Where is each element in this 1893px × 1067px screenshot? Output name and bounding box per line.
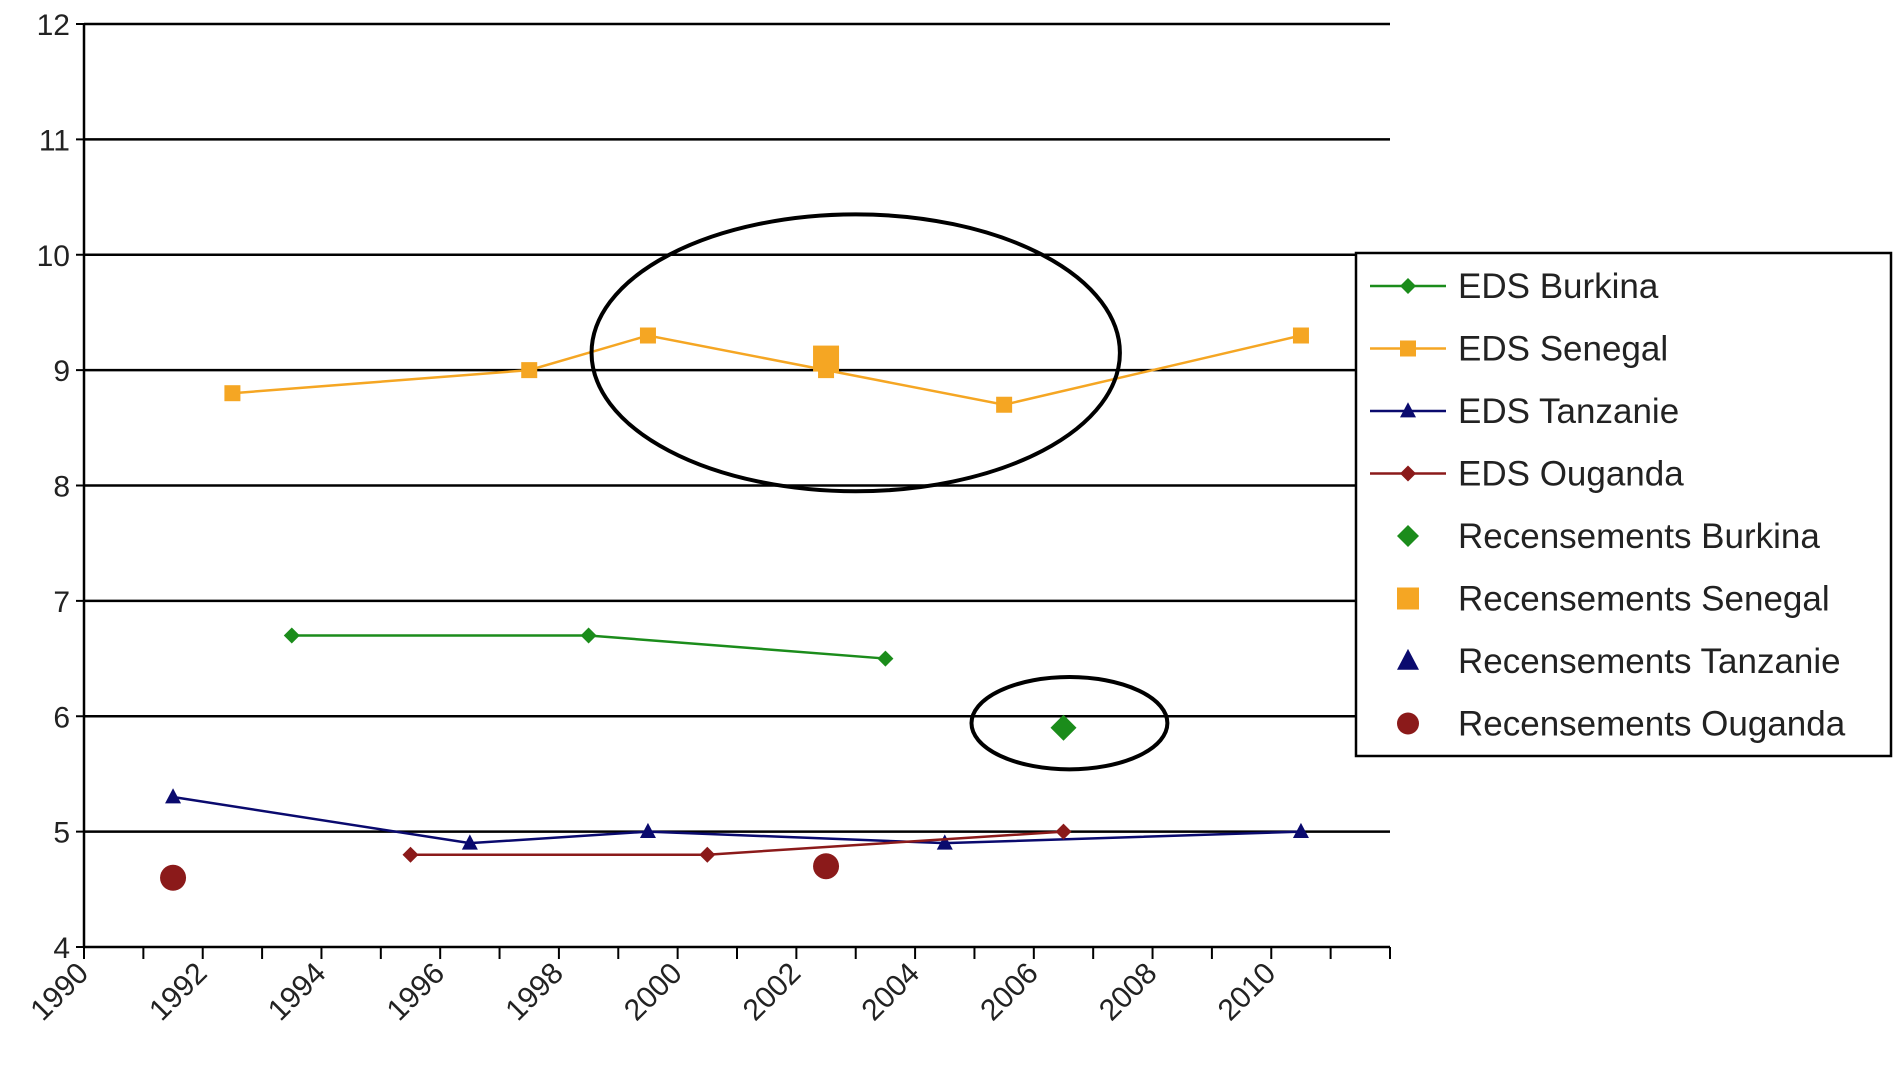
- data-point-eds-senegal-2: [639, 327, 656, 344]
- legend-label-recensements-ouganda: Recensements Ouganda: [1458, 705, 1846, 744]
- data-point-eds-senegal-5: [1292, 327, 1309, 344]
- legend-marker-recensements-senegal: [1397, 587, 1419, 610]
- series-eds-ouganda: [402, 823, 1072, 863]
- series-recensements-senegal: [813, 345, 840, 372]
- y-tick-label-12: 12: [37, 9, 70, 42]
- x-tick-label-2006: 2006: [974, 957, 1045, 1028]
- y-tick-label-11: 11: [39, 124, 70, 157]
- data-point-eds-tanzanie-2: [639, 822, 656, 839]
- y-tick-label-9: 9: [53, 355, 70, 388]
- legend-marker-eds-tanzanie: [1400, 402, 1416, 418]
- legend-label-eds-burkina: EDS Burkina: [1458, 267, 1659, 306]
- series-layer: [160, 327, 1309, 891]
- series-eds-senegal: [224, 327, 1309, 413]
- x-tick-label-1996: 1996: [381, 957, 452, 1028]
- gridlines: [84, 22, 1390, 833]
- x-tick-label-2010: 2010: [1212, 957, 1283, 1028]
- legend-box: [1354, 251, 1893, 758]
- series-recensements-ouganda: [160, 853, 840, 891]
- annotation-ellipse-0: [589, 212, 1122, 494]
- y-tick-label-8: 8: [53, 471, 70, 504]
- data-point-eds-tanzanie-3: [936, 834, 953, 850]
- legend-label-recensements-burkina: Recensements Burkina: [1458, 517, 1820, 556]
- x-tick-label-1998: 1998: [499, 957, 570, 1028]
- y-tick-label-7: 7: [53, 586, 70, 619]
- legend-marker-recensements-ouganda: [1397, 712, 1419, 735]
- series-recensements-burkina: [1050, 714, 1077, 741]
- x-tick-label-2008: 2008: [1093, 957, 1164, 1028]
- data-point-eds-senegal-0: [224, 385, 241, 402]
- x-tick-label-1994: 1994: [262, 957, 333, 1028]
- legend-marker-recensements-tanzanie: [1397, 648, 1419, 670]
- data-point-eds-tanzanie-4: [1292, 822, 1309, 839]
- legend-marker-recensements-burkina: [1397, 525, 1419, 547]
- x-tick-label-1992: 1992: [143, 957, 214, 1028]
- legend-marker-eds-burkina: [1400, 278, 1416, 294]
- series-line-eds-senegal: [232, 334, 1302, 407]
- data-point-eds-ouganda-0: [402, 846, 419, 863]
- x-tick-label-2004: 2004: [856, 957, 927, 1028]
- annotation-ellipse-1: [969, 675, 1170, 772]
- legend-label-eds-tanzanie: EDS Tanzanie: [1458, 392, 1679, 431]
- series-eds-burkina: [283, 627, 894, 667]
- data-point-eds-ouganda-2: [1055, 823, 1072, 840]
- legend-label-eds-ouganda: EDS Ouganda: [1458, 455, 1684, 494]
- data-point-eds-tanzanie-0: [165, 788, 182, 804]
- data-point-recensements-senegal-0: [813, 345, 840, 372]
- y-tick-label-5: 5: [53, 817, 70, 850]
- legend-label-eds-senegal: EDS Senegal: [1458, 330, 1668, 369]
- data-point-eds-tanzanie-1: [461, 834, 478, 850]
- y-tick-label-6: 6: [53, 701, 70, 734]
- series-line-eds-tanzanie: [172, 795, 1301, 845]
- legend-label-recensements-senegal: Recensements Senegal: [1458, 580, 1830, 619]
- annotations: [589, 212, 1170, 772]
- data-point-recensements-burkina-0: [1050, 714, 1077, 741]
- x-tick-label-2000: 2000: [618, 957, 689, 1028]
- data-point-eds-burkina-2: [877, 650, 894, 667]
- legend-marker-eds-ouganda: [1400, 465, 1416, 482]
- data-point-eds-ouganda-1: [699, 846, 716, 863]
- y-tick-label-4: 4: [53, 932, 70, 965]
- y-tick-label-10: 10: [37, 240, 70, 273]
- series-eds-tanzanie: [165, 788, 1309, 850]
- x-tick-label-2002: 2002: [737, 957, 808, 1028]
- data-point-recensements-ouganda-1: [813, 853, 840, 880]
- legend-marker-eds-senegal: [1400, 340, 1416, 357]
- data-point-eds-burkina-1: [580, 627, 597, 644]
- legend: EDS Burkina EDS Senegal EDS Tanzanie EDS Ou…: [1354, 251, 1893, 758]
- legend-label-recensements-tanzanie: Recensements Tanzanie: [1458, 642, 1841, 681]
- x-tick-label-1990: 1990: [24, 957, 95, 1028]
- axes: 4 5 6 7 8 9 10 11 12 1990 1992 1994 1996 1998 2000 2002…: [24, 9, 1391, 1028]
- data-point-eds-burkina-0: [283, 627, 300, 644]
- data-point-recensements-ouganda-0: [160, 864, 187, 891]
- data-point-eds-senegal-4: [996, 396, 1013, 413]
- data-point-eds-senegal-1: [521, 362, 538, 379]
